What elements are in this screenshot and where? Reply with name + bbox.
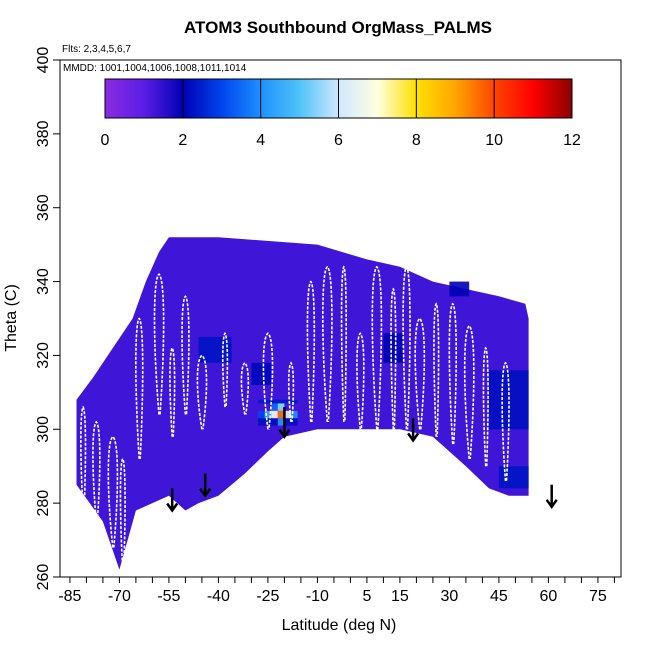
- flight-track: [119, 457, 126, 570]
- flight-track: [340, 265, 347, 422]
- colorbar-tick-label: 10: [485, 132, 503, 149]
- hotspot-cell: [258, 399, 298, 404]
- x-tick-label: 5: [362, 588, 371, 605]
- arrow-head: [166, 502, 179, 513]
- x-tick-label: 75: [589, 588, 607, 605]
- flight-track: [482, 346, 489, 467]
- colorbar: 0 2 4 6 8 10 12: [101, 78, 581, 149]
- x-tick-label: -10: [306, 588, 329, 605]
- flight-track: [240, 361, 250, 415]
- flight-track: [306, 280, 316, 422]
- hotspot-cell: [277, 410, 285, 419]
- hotspot-cell: [258, 410, 265, 419]
- field-area: [76, 237, 529, 570]
- flight-track: [448, 302, 457, 445]
- x-tick-label: 15: [391, 588, 409, 605]
- hotspot-cell: [284, 410, 291, 419]
- colorbar-tick-label: 12: [563, 132, 581, 149]
- y-tick-label: 320: [35, 342, 52, 369]
- y-tick-label: 400: [35, 47, 52, 74]
- flight-track: [135, 317, 144, 459]
- flight-track: [322, 265, 333, 422]
- y-tick-label: 360: [35, 194, 52, 221]
- y-tick-label: 260: [35, 564, 52, 591]
- y-axis-label: Theta (C): [3, 284, 20, 352]
- x-tick-label: 60: [540, 588, 558, 605]
- hotspot-cell: [277, 403, 285, 411]
- field-patch: [449, 281, 470, 297]
- hotspot-cell: [277, 418, 285, 426]
- flight-track: [153, 273, 165, 415]
- field-patch: [251, 362, 272, 385]
- hotspot-cell: [291, 410, 298, 419]
- flight-track: [463, 324, 475, 459]
- x-axis: -85 -70 -55 -40 -25 -10 5 15 30 45 60 75: [58, 577, 615, 605]
- colorbar-tick-label: 8: [412, 132, 421, 149]
- colorbar-ticks: 0 2 4 6 8 10 12: [101, 79, 581, 149]
- colorbar-tick-label: 2: [178, 132, 187, 149]
- flight-track: [169, 346, 176, 437]
- y-tick-label: 380: [35, 120, 52, 147]
- flight-track: [262, 332, 274, 430]
- flight-track: [196, 354, 208, 430]
- flights-text: Flts: 2,3,4,5,6,7: [62, 44, 131, 55]
- flight-track: [390, 287, 397, 430]
- x-tick-label: -40: [207, 588, 230, 605]
- arrow-head: [199, 488, 212, 498]
- flight-track: [287, 361, 295, 422]
- colorbar-tick-label: 6: [334, 132, 343, 149]
- y-tick-label: 280: [35, 490, 52, 517]
- x-tick-label: -55: [157, 588, 180, 605]
- x-tick-label: -25: [256, 588, 279, 605]
- hotspot-cell: [264, 410, 272, 419]
- dates-text: MMDD: 1001,1004,1006,1008,1011,1014: [63, 63, 247, 74]
- x-tick-label: -70: [108, 588, 131, 605]
- arrow-head: [545, 499, 558, 509]
- flight-track: [92, 420, 101, 522]
- flight-track: [221, 331, 229, 408]
- flight-track: [181, 295, 190, 415]
- flight-track: [356, 332, 365, 430]
- colorbar-tick-label: 0: [101, 132, 110, 149]
- flight-track: [402, 265, 411, 430]
- plot-frame: [59, 59, 622, 578]
- x-tick-label: -85: [58, 588, 81, 605]
- x-tick-label: 30: [441, 588, 459, 605]
- field-patch: [383, 333, 404, 363]
- flight-track: [80, 405, 87, 511]
- arrows: [166, 407, 558, 513]
- x-tick-label: 45: [490, 588, 508, 605]
- arrow-head: [278, 428, 291, 439]
- heatmap-field: [76, 237, 529, 570]
- flight-track: [501, 361, 510, 482]
- y-tick-label: 340: [35, 268, 52, 295]
- flight-track: [433, 302, 440, 437]
- flight-track: [414, 317, 426, 430]
- flight-track: [371, 265, 383, 430]
- x-axis-label: Latitude (deg N): [282, 617, 397, 634]
- hotspot-cell: [271, 410, 278, 419]
- arrow-head: [407, 432, 420, 443]
- field-patch: [498, 466, 529, 489]
- colorbar-tick-label: 4: [256, 132, 265, 149]
- y-tick-label: 300: [35, 416, 52, 443]
- y-axis: 260 280 300 320 340 360 380 400: [35, 47, 60, 591]
- chart-title: ATOM3 Southbound OrgMass_PALMS: [184, 18, 492, 37]
- flight-tracks: [80, 265, 510, 570]
- flight-track: [107, 435, 119, 548]
